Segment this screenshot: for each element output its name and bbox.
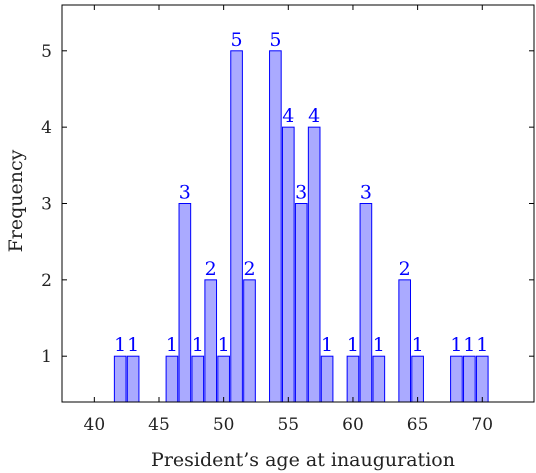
data-label: 1: [412, 334, 424, 356]
y-axis-label: Frequency: [5, 149, 27, 252]
bars: [113, 50, 489, 403]
bar: [113, 355, 127, 403]
data-label: 1: [476, 334, 488, 356]
x-tick-label: 65: [407, 415, 429, 435]
bar: [346, 355, 360, 403]
data-label: 1: [127, 334, 139, 356]
data-label: 2: [399, 258, 411, 280]
bar: [294, 203, 308, 403]
bar: [269, 50, 282, 403]
bar: [372, 355, 386, 403]
x-tick-label: 50: [213, 415, 235, 435]
bar: [463, 355, 476, 403]
data-label: 2: [243, 258, 255, 280]
data-label: 1: [463, 334, 475, 356]
bar: [359, 203, 373, 403]
data-label: 4: [282, 105, 294, 127]
y-tick-label: 4: [41, 118, 52, 138]
x-tick-label: 40: [84, 415, 106, 435]
data-label: 3: [295, 182, 307, 204]
data-label: 1: [321, 334, 333, 356]
data-label: 2: [205, 258, 217, 280]
bar: [281, 126, 295, 403]
bar: [165, 355, 179, 403]
bar: [204, 279, 218, 403]
x-tick-label: 55: [277, 415, 299, 435]
data-label: 5: [231, 29, 243, 51]
y-tick-label: 3: [41, 195, 52, 215]
bar: [178, 203, 192, 403]
bar: [398, 279, 412, 403]
x-axis-label: President’s age at inauguration: [151, 449, 455, 471]
data-label: 4: [308, 105, 320, 127]
data-label: 1: [114, 334, 126, 356]
y-tick-label: 1: [41, 347, 52, 367]
data-label: 1: [373, 334, 385, 356]
data-label: 3: [179, 182, 191, 204]
x-tick-label: 60: [342, 415, 364, 435]
y-tick-label: 5: [41, 42, 52, 62]
bar: [450, 355, 463, 403]
bar: [411, 355, 424, 403]
bar: [475, 355, 489, 403]
data-label: 1: [192, 334, 204, 356]
x-tick-label: 70: [471, 415, 493, 435]
data-label: 3: [360, 182, 372, 204]
data-label: 5: [269, 29, 281, 51]
y-tick-label: 2: [41, 271, 52, 291]
data-label: 1: [450, 334, 462, 356]
bar: [126, 355, 140, 403]
bar: [191, 355, 205, 403]
data-label: 1: [166, 334, 178, 356]
data-label: 1: [347, 334, 359, 356]
data-label: 1: [218, 334, 230, 356]
bar: [217, 355, 230, 403]
bar: [307, 126, 321, 403]
bar: [230, 50, 243, 403]
x-tick-label: 45: [148, 415, 170, 435]
bar: [243, 279, 256, 403]
bar: [320, 355, 334, 403]
